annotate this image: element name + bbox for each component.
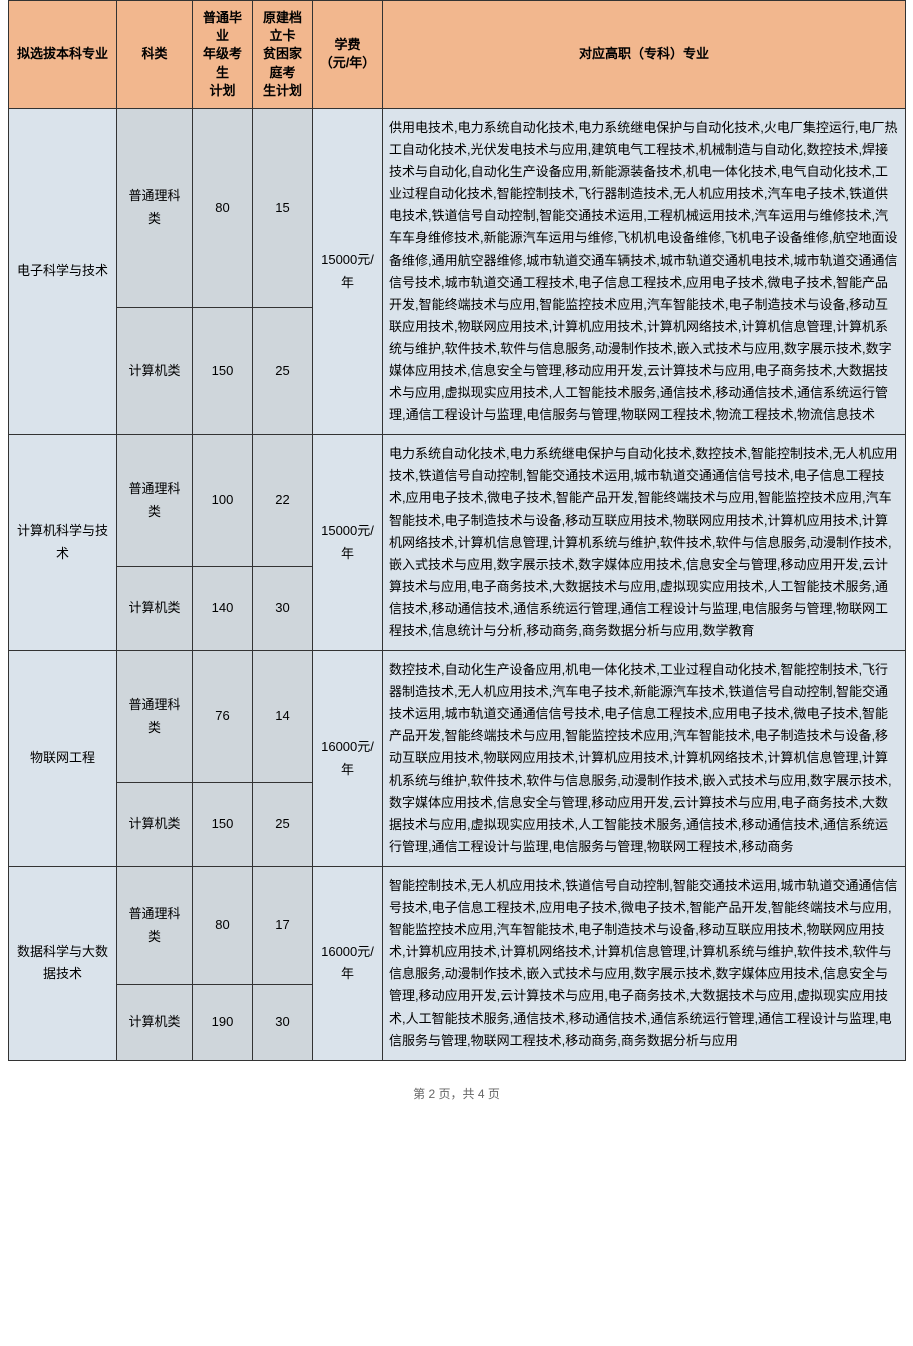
cell-category: 普通理科类 [117, 651, 193, 783]
cell-category: 计算机类 [117, 567, 193, 651]
cell-plan-poverty: 30 [253, 985, 313, 1060]
cell-plan-general: 150 [193, 308, 253, 435]
cell-corresponding-majors: 数控技术,自动化生产设备应用,机电一体化技术,工业过程自动化技术,智能控制技术,… [383, 651, 906, 867]
cell-plan-general: 76 [193, 651, 253, 783]
column-header: 学费（元/年） [313, 1, 383, 109]
column-header: 原建档立卡贫困家庭考生计划 [253, 1, 313, 109]
cell-tuition: 15000元/年 [313, 108, 383, 434]
cell-category: 计算机类 [117, 985, 193, 1060]
cell-plan-poverty: 22 [253, 435, 313, 567]
table-row: 电子科学与技术普通理科类801515000元/年供用电技术,电力系统自动化技术,… [9, 108, 906, 307]
cell-tuition: 15000元/年 [313, 435, 383, 651]
column-header: 普通毕业年级考生计划 [193, 1, 253, 109]
cell-plan-general: 80 [193, 866, 253, 984]
cell-category: 普通理科类 [117, 108, 193, 307]
cell-plan-poverty: 25 [253, 308, 313, 435]
page-footer: 第 2 页，共 4 页 [8, 1085, 905, 1110]
table-row: 物联网工程普通理科类761416000元/年数控技术,自动化生产设备应用,机电一… [9, 651, 906, 783]
cell-corresponding-majors: 智能控制技术,无人机应用技术,铁道信号自动控制,智能交通技术运用,城市轨道交通通… [383, 866, 906, 1060]
cell-category: 普通理科类 [117, 866, 193, 984]
cell-major: 电子科学与技术 [9, 108, 117, 434]
cell-category: 计算机类 [117, 308, 193, 435]
cell-category: 计算机类 [117, 783, 193, 867]
cell-plan-general: 80 [193, 108, 253, 307]
table-row: 数据科学与大数据技术普通理科类801716000元/年智能控制技术,无人机应用技… [9, 866, 906, 984]
cell-major: 物联网工程 [9, 651, 117, 867]
cell-plan-general: 190 [193, 985, 253, 1060]
table-body: 电子科学与技术普通理科类801515000元/年供用电技术,电力系统自动化技术,… [9, 108, 906, 1060]
cell-plan-poverty: 15 [253, 108, 313, 307]
cell-plan-general: 140 [193, 567, 253, 651]
table-header: 拟选拔本科专业科类普通毕业年级考生计划原建档立卡贫困家庭考生计划学费（元/年）对… [9, 1, 906, 109]
cell-tuition: 16000元/年 [313, 866, 383, 1060]
cell-major: 计算机科学与技术 [9, 435, 117, 651]
page: 拟选拔本科专业科类普通毕业年级考生计划原建档立卡贫困家庭考生计划学费（元/年）对… [0, 0, 913, 1110]
cell-corresponding-majors: 电力系统自动化技术,电力系统继电保护与自动化技术,数控技术,智能控制技术,无人机… [383, 435, 906, 651]
header-row: 拟选拔本科专业科类普通毕业年级考生计划原建档立卡贫困家庭考生计划学费（元/年）对… [9, 1, 906, 109]
cell-plan-poverty: 25 [253, 783, 313, 867]
cell-plan-general: 150 [193, 783, 253, 867]
column-header: 拟选拔本科专业 [9, 1, 117, 109]
plan-table: 拟选拔本科专业科类普通毕业年级考生计划原建档立卡贫困家庭考生计划学费（元/年）对… [8, 0, 906, 1061]
cell-tuition: 16000元/年 [313, 651, 383, 867]
cell-plan-general: 100 [193, 435, 253, 567]
cell-major: 数据科学与大数据技术 [9, 866, 117, 1060]
column-header: 科类 [117, 1, 193, 109]
cell-plan-poverty: 30 [253, 567, 313, 651]
table-row: 计算机科学与技术普通理科类1002215000元/年电力系统自动化技术,电力系统… [9, 435, 906, 567]
cell-corresponding-majors: 供用电技术,电力系统自动化技术,电力系统继电保护与自动化技术,火电厂集控运行,电… [383, 108, 906, 434]
cell-plan-poverty: 14 [253, 651, 313, 783]
cell-category: 普通理科类 [117, 435, 193, 567]
cell-plan-poverty: 17 [253, 866, 313, 984]
column-header: 对应高职（专科）专业 [383, 1, 906, 109]
